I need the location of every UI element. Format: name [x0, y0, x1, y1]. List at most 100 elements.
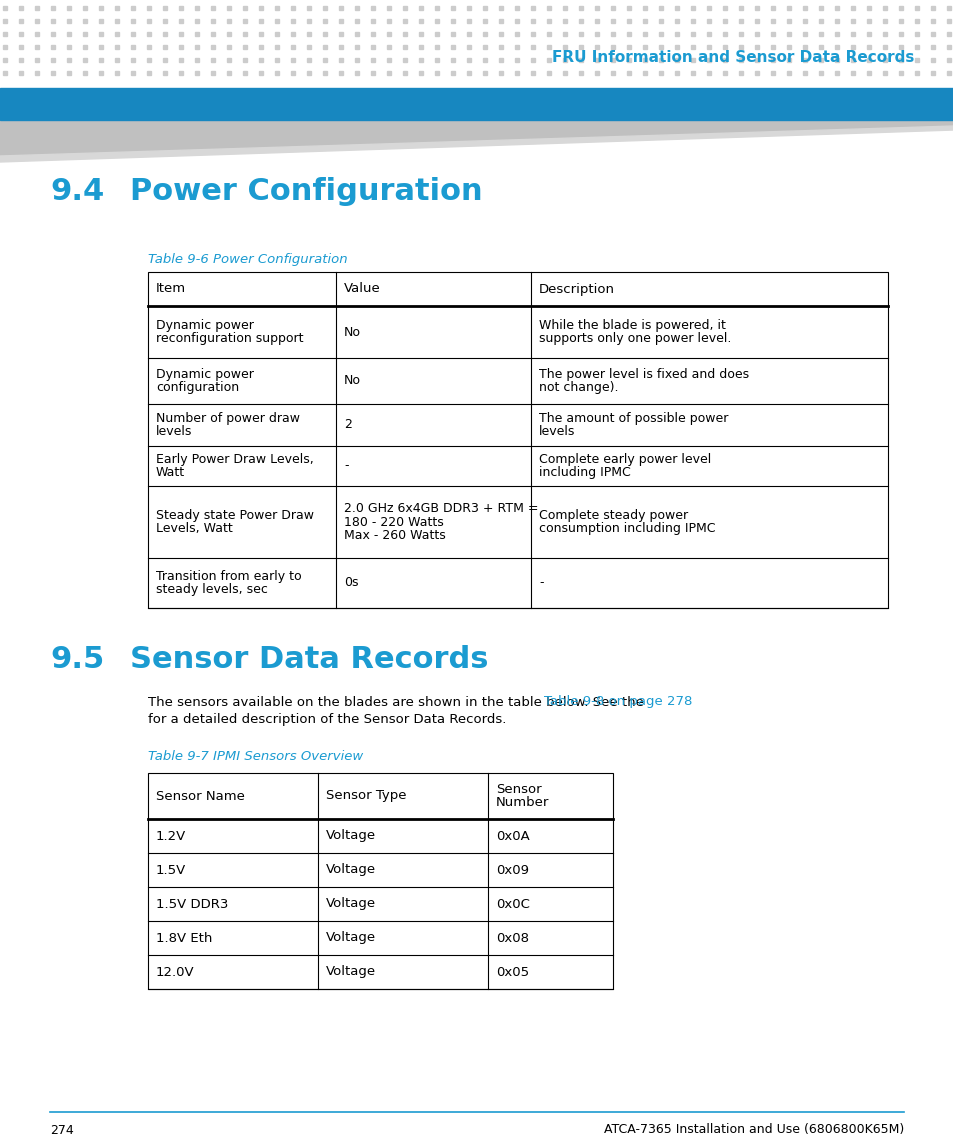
- Text: supports only one power level.: supports only one power level.: [538, 332, 731, 346]
- Bar: [371, 19, 375, 23]
- Bar: [515, 45, 518, 49]
- Bar: [562, 71, 566, 76]
- Bar: [211, 45, 214, 49]
- Bar: [786, 71, 790, 76]
- Bar: [402, 19, 407, 23]
- Bar: [578, 19, 582, 23]
- Bar: [147, 45, 151, 49]
- Bar: [194, 32, 199, 35]
- Bar: [882, 19, 886, 23]
- Bar: [770, 6, 774, 10]
- Text: 1.2V: 1.2V: [156, 829, 186, 843]
- Bar: [274, 71, 278, 76]
- Bar: [131, 71, 135, 76]
- Bar: [946, 71, 950, 76]
- Bar: [562, 19, 566, 23]
- Bar: [418, 19, 422, 23]
- Bar: [531, 32, 535, 35]
- Bar: [642, 19, 646, 23]
- Bar: [274, 6, 278, 10]
- Bar: [371, 45, 375, 49]
- Bar: [818, 71, 822, 76]
- Bar: [435, 58, 438, 62]
- Text: -: -: [538, 576, 543, 590]
- Bar: [402, 32, 407, 35]
- Bar: [850, 32, 854, 35]
- Bar: [307, 19, 311, 23]
- Bar: [482, 32, 486, 35]
- Bar: [83, 32, 87, 35]
- Bar: [67, 32, 71, 35]
- Bar: [498, 45, 502, 49]
- Bar: [147, 32, 151, 35]
- Text: Table 9-8 on page 278: Table 9-8 on page 278: [543, 695, 692, 709]
- Text: 0x09: 0x09: [496, 863, 529, 877]
- Bar: [802, 32, 806, 35]
- Bar: [546, 19, 551, 23]
- Bar: [834, 45, 838, 49]
- Bar: [307, 58, 311, 62]
- Bar: [722, 6, 726, 10]
- Text: 180 - 220 Watts: 180 - 220 Watts: [344, 515, 443, 529]
- Bar: [946, 32, 950, 35]
- Bar: [546, 32, 551, 35]
- Bar: [786, 32, 790, 35]
- Bar: [690, 58, 695, 62]
- Bar: [770, 45, 774, 49]
- Bar: [626, 71, 630, 76]
- Bar: [179, 45, 183, 49]
- Polygon shape: [0, 126, 953, 161]
- Bar: [163, 71, 167, 76]
- Bar: [642, 71, 646, 76]
- Bar: [67, 71, 71, 76]
- Text: steady levels, sec: steady levels, sec: [156, 583, 268, 597]
- Bar: [131, 58, 135, 62]
- Bar: [562, 32, 566, 35]
- Bar: [659, 58, 662, 62]
- Bar: [706, 6, 710, 10]
- Bar: [531, 6, 535, 10]
- Bar: [194, 45, 199, 49]
- Text: Power Configuration: Power Configuration: [130, 177, 482, 206]
- Bar: [866, 32, 870, 35]
- Bar: [338, 19, 343, 23]
- Bar: [675, 32, 679, 35]
- Bar: [642, 6, 646, 10]
- Bar: [258, 45, 263, 49]
- Bar: [610, 6, 615, 10]
- Bar: [754, 71, 759, 76]
- Text: ATCA-7365 Installation and Use (6806800K65M): ATCA-7365 Installation and Use (6806800K…: [603, 1123, 903, 1137]
- Bar: [35, 19, 39, 23]
- Bar: [83, 45, 87, 49]
- Bar: [387, 6, 391, 10]
- Bar: [402, 71, 407, 76]
- Bar: [51, 6, 55, 10]
- Bar: [930, 71, 934, 76]
- Bar: [467, 71, 471, 76]
- Bar: [914, 6, 918, 10]
- Bar: [402, 45, 407, 49]
- Bar: [3, 71, 7, 76]
- Bar: [659, 71, 662, 76]
- Bar: [243, 71, 247, 76]
- Bar: [227, 71, 231, 76]
- Bar: [323, 71, 327, 76]
- Bar: [19, 19, 23, 23]
- Bar: [3, 58, 7, 62]
- Bar: [546, 71, 551, 76]
- Text: Dynamic power: Dynamic power: [156, 318, 253, 332]
- Bar: [243, 58, 247, 62]
- Bar: [355, 58, 358, 62]
- Bar: [179, 58, 183, 62]
- Bar: [355, 71, 358, 76]
- Bar: [451, 32, 455, 35]
- Bar: [595, 71, 598, 76]
- Bar: [3, 6, 7, 10]
- Bar: [99, 71, 103, 76]
- Bar: [834, 71, 838, 76]
- Bar: [451, 58, 455, 62]
- Bar: [67, 58, 71, 62]
- Bar: [482, 45, 486, 49]
- Bar: [291, 19, 294, 23]
- Text: Dynamic power: Dynamic power: [156, 368, 253, 381]
